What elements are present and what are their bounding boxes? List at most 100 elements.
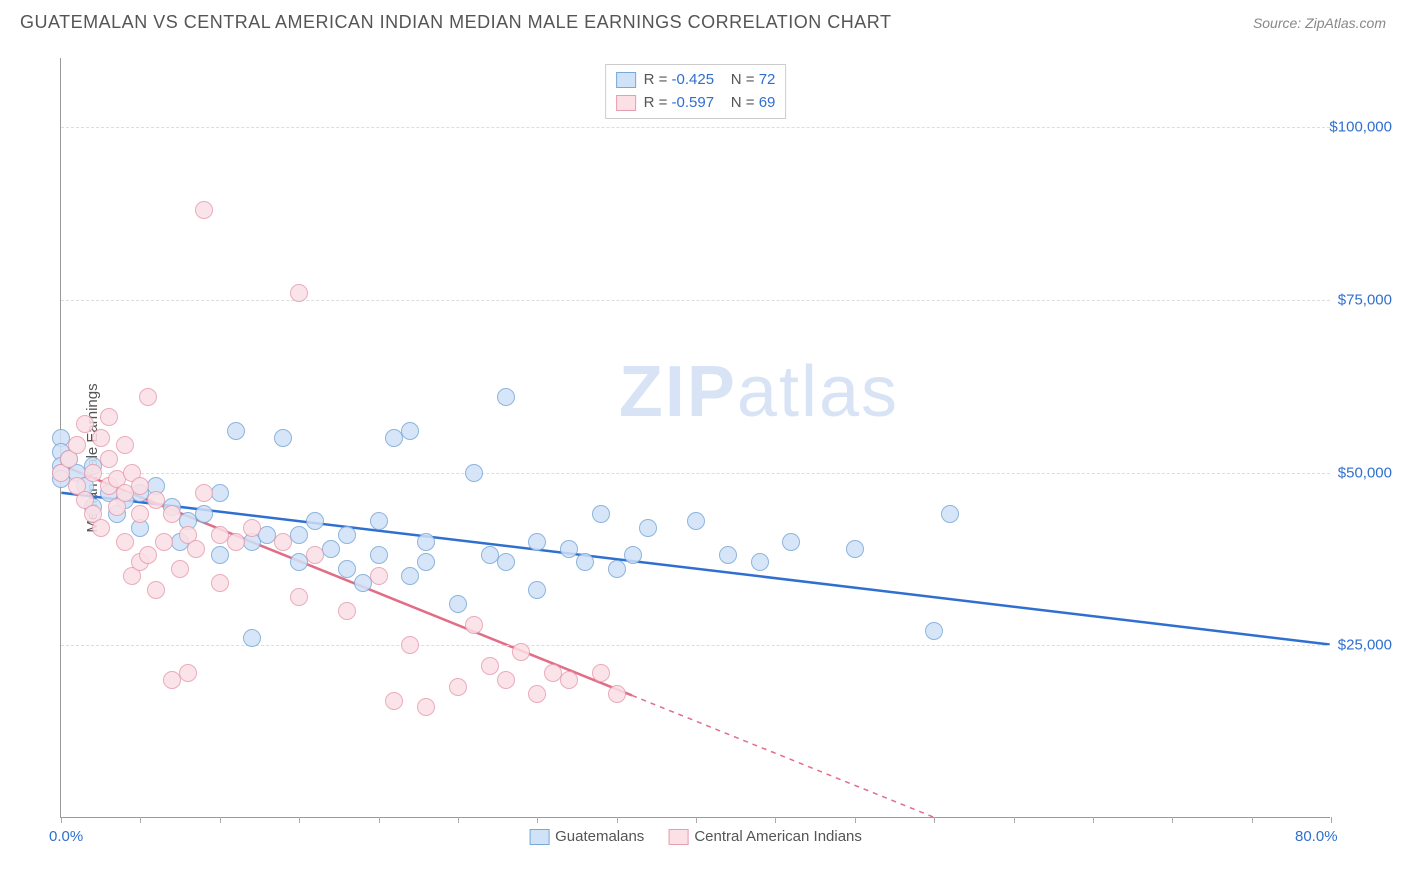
data-point xyxy=(131,477,149,495)
data-point xyxy=(147,581,165,599)
data-point xyxy=(179,664,197,682)
data-point xyxy=(338,602,356,620)
legend-row-guatemalans: R = -0.425 N = 72 xyxy=(616,69,776,92)
y-tick-label: $25,000 xyxy=(1338,637,1392,654)
data-point xyxy=(481,657,499,675)
legend-label-cai: Central American Indians xyxy=(694,828,862,845)
y-tick-label: $100,000 xyxy=(1329,119,1392,136)
data-point xyxy=(512,643,530,661)
swatch-cai-icon xyxy=(668,829,688,845)
x-axis-min-label: 0.0% xyxy=(49,828,83,845)
data-point xyxy=(576,553,594,571)
watermark: ZIPatlas xyxy=(619,351,899,433)
data-point xyxy=(84,464,102,482)
data-point xyxy=(187,540,205,558)
source-label: Source: ZipAtlas.com xyxy=(1253,15,1386,31)
data-point xyxy=(322,540,340,558)
data-point xyxy=(147,491,165,509)
data-point xyxy=(195,484,213,502)
data-point xyxy=(290,588,308,606)
data-point xyxy=(68,436,86,454)
y-tick-label: $50,000 xyxy=(1338,464,1392,481)
data-point xyxy=(639,519,657,537)
x-tick xyxy=(1172,817,1173,823)
data-point xyxy=(719,546,737,564)
x-tick xyxy=(140,817,141,823)
data-point xyxy=(155,533,173,551)
data-point xyxy=(290,526,308,544)
data-point xyxy=(92,519,110,537)
x-tick xyxy=(1093,817,1094,823)
data-point xyxy=(100,450,118,468)
x-tick xyxy=(299,817,300,823)
gridline xyxy=(61,473,1330,474)
data-point xyxy=(528,533,546,551)
data-point xyxy=(751,553,769,571)
swatch-guatemalans xyxy=(616,72,636,88)
data-point xyxy=(782,533,800,551)
data-point xyxy=(401,636,419,654)
legend-label-guatemalans: Guatemalans xyxy=(555,828,644,845)
data-point xyxy=(227,422,245,440)
data-point xyxy=(139,546,157,564)
x-tick xyxy=(1331,817,1332,823)
data-point xyxy=(211,546,229,564)
data-point xyxy=(131,505,149,523)
data-point xyxy=(925,622,943,640)
plot-area: ZIPatlas R = -0.425 N = 72 R = -0.597 N … xyxy=(60,58,1330,818)
data-point xyxy=(449,678,467,696)
data-point xyxy=(338,526,356,544)
data-point xyxy=(163,505,181,523)
x-tick xyxy=(775,817,776,823)
data-point xyxy=(608,685,626,703)
x-tick xyxy=(617,817,618,823)
data-point xyxy=(385,692,403,710)
data-point xyxy=(195,201,213,219)
data-point xyxy=(274,533,292,551)
data-point xyxy=(76,415,94,433)
r-stat-cai: R = -0.597 N = 69 xyxy=(644,92,776,115)
x-tick xyxy=(1014,817,1015,823)
chart-title: GUATEMALAN VS CENTRAL AMERICAN INDIAN ME… xyxy=(20,12,891,33)
data-point xyxy=(449,595,467,613)
data-point xyxy=(195,505,213,523)
data-point xyxy=(465,616,483,634)
trend-lines xyxy=(61,58,1330,817)
data-point xyxy=(306,546,324,564)
data-point xyxy=(116,533,134,551)
data-point xyxy=(338,560,356,578)
correlation-legend: R = -0.425 N = 72 R = -0.597 N = 69 xyxy=(605,64,787,119)
gridline xyxy=(61,127,1330,128)
x-tick xyxy=(934,817,935,823)
data-point xyxy=(497,671,515,689)
x-tick xyxy=(458,817,459,823)
data-point xyxy=(100,408,118,426)
data-point xyxy=(306,512,324,530)
data-point xyxy=(116,436,134,454)
data-point xyxy=(417,533,435,551)
data-point xyxy=(497,553,515,571)
data-point xyxy=(417,698,435,716)
x-tick xyxy=(220,817,221,823)
data-point xyxy=(370,512,388,530)
data-point xyxy=(274,429,292,447)
x-tick xyxy=(696,817,697,823)
swatch-cai xyxy=(616,95,636,111)
data-point xyxy=(401,567,419,585)
data-point xyxy=(941,505,959,523)
data-point xyxy=(370,546,388,564)
data-point xyxy=(465,464,483,482)
x-tick xyxy=(1252,817,1253,823)
data-point xyxy=(528,685,546,703)
chart-container: Median Male Earnings ZIPatlas R = -0.425… xyxy=(50,48,1390,868)
data-point xyxy=(139,388,157,406)
data-point xyxy=(560,671,578,689)
y-tick-label: $75,000 xyxy=(1338,291,1392,308)
x-tick xyxy=(855,817,856,823)
data-point xyxy=(592,664,610,682)
data-point xyxy=(211,574,229,592)
data-point xyxy=(370,567,388,585)
legend-item-guatemalans: Guatemalans xyxy=(529,828,644,845)
legend-item-cai: Central American Indians xyxy=(668,828,862,845)
x-tick xyxy=(379,817,380,823)
